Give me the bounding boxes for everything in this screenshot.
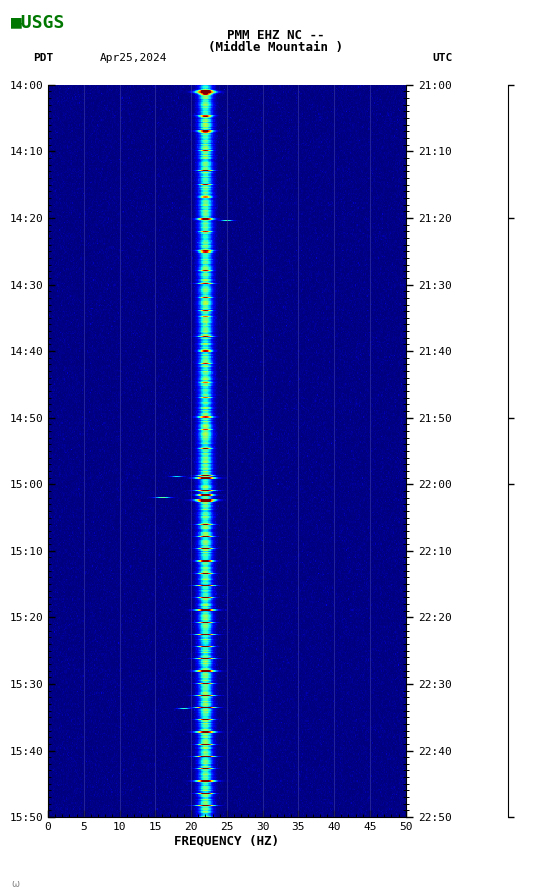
- Text: PDT: PDT: [33, 53, 54, 63]
- Text: PMM EHZ NC --: PMM EHZ NC --: [227, 29, 325, 42]
- X-axis label: FREQUENCY (HZ): FREQUENCY (HZ): [174, 835, 279, 847]
- Text: UTC: UTC: [432, 53, 453, 63]
- Text: ■USGS: ■USGS: [11, 13, 66, 31]
- Text: ω: ω: [11, 879, 19, 889]
- Text: Apr25,2024: Apr25,2024: [99, 53, 167, 63]
- Text: (Middle Mountain ): (Middle Mountain ): [209, 41, 343, 54]
